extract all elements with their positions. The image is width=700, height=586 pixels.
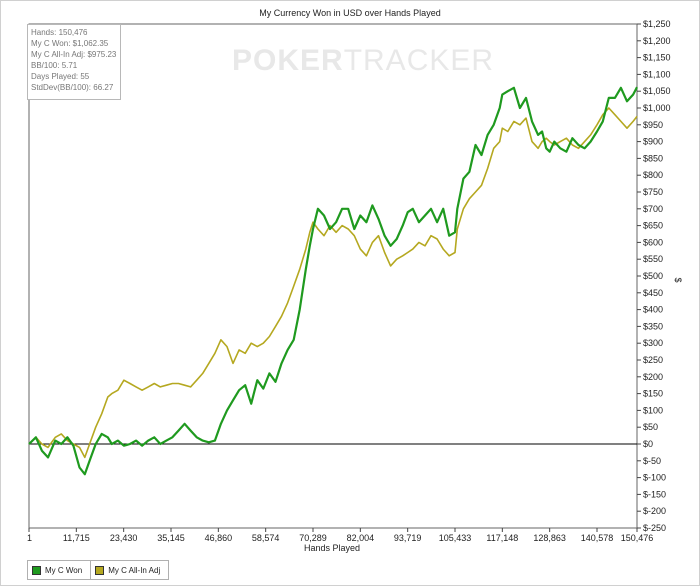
x-tick-label: 70,289	[299, 533, 327, 543]
y-tick-label: $700	[643, 204, 663, 214]
y-tick-label: $650	[643, 221, 663, 231]
pokertracker-watermark: POKERTRACKER	[232, 44, 494, 78]
y-tick-label: $250	[643, 355, 663, 365]
stat-allin-adj: My C All-In Adj: $975.23	[31, 50, 117, 59]
x-tick-label: 117,148	[486, 533, 518, 543]
y-tick-label: $850	[643, 153, 663, 163]
y-tick-label: $100	[643, 405, 663, 415]
legend-swatch-won	[32, 565, 41, 575]
y-tick-label: $-150	[643, 489, 666, 499]
y-tick-label: $50	[643, 422, 658, 432]
series-line-my-c-won	[28, 86, 638, 476]
y-tick-label: $400	[643, 305, 663, 315]
y-tick-label: $500	[643, 271, 663, 281]
y-axis-label: $	[673, 277, 683, 282]
legend-label-allin-adj: My C All-In Adj	[108, 565, 161, 575]
legend-item-allin-adj[interactable]: My C All-In Adj	[90, 561, 168, 579]
y-tick-label: $1,200	[643, 36, 671, 46]
watermark-brand: POKER	[232, 44, 344, 77]
stat-stddev: StdDev(BB/100): 66.27	[31, 83, 114, 92]
x-tick-label: 150,476	[621, 533, 654, 543]
x-tick-label: 105,433	[439, 533, 472, 543]
y-tick-label: $-200	[643, 506, 666, 516]
y-tick-label: $1,000	[643, 103, 671, 113]
legend-item-won[interactable]: My C Won	[28, 561, 90, 579]
stats-box: Hands: 150,476 My C Won: $1,062.35 My C …	[27, 24, 121, 100]
y-tick-label: $0	[643, 439, 653, 449]
x-tick-label: 128,863	[533, 533, 566, 543]
chart-title: My Currency Won in USD over Hands Played	[259, 8, 440, 18]
plot-area: $-250 $-200 $-150 $-100 $-50 $0 $50 $100 $150 $20…	[27, 19, 671, 543]
y-tick-label: $450	[643, 288, 663, 298]
y-tick-label: $-100	[643, 473, 666, 483]
y-tick-label: $-50	[643, 456, 661, 466]
legend-swatch-allin-adj	[95, 565, 105, 575]
y-tick-label: $600	[643, 237, 663, 247]
y-tick-label: $950	[643, 120, 663, 130]
legend-label-won: My C Won	[45, 565, 83, 575]
x-tick-label: 11,715	[63, 533, 90, 543]
x-tick-label: 93,719	[394, 533, 422, 543]
stat-won: My C Won: $1,062.35	[31, 39, 109, 48]
stat-hands: Hands: 150,476	[31, 28, 88, 37]
y-tick-label: $550	[643, 254, 663, 264]
series-line-my-c-all-in-adj	[28, 107, 638, 459]
y-tick-label: $900	[643, 137, 663, 147]
y-tick-label: $300	[643, 338, 663, 348]
y-tick-label: $1,050	[643, 86, 671, 96]
y-tick-label: $1,250	[643, 19, 671, 29]
stat-bb100: BB/100: 5.71	[31, 61, 78, 70]
y-tick-label: $750	[643, 187, 663, 197]
y-tick-label: $350	[643, 321, 663, 331]
watermark-brand-suffix: TRACKER	[343, 44, 495, 77]
x-tick-label: 82,004	[347, 533, 375, 543]
x-tick-label: 1	[27, 533, 32, 543]
x-tick-label: 140,578	[581, 533, 614, 543]
x-tick-label: 35,145	[157, 533, 185, 543]
x-tick-label: 23,430	[110, 533, 138, 543]
y-tick-label: $1,100	[643, 69, 671, 79]
y-tick-label: $800	[643, 170, 663, 180]
y-tick-label: $-250	[643, 523, 666, 533]
stat-days-played: Days Played: 55	[31, 72, 90, 81]
y-tick-label: $1,150	[643, 53, 671, 63]
x-axis-label: Hands Played	[304, 543, 360, 553]
x-tick-label: 46,860	[205, 533, 233, 543]
chart-legend: My C Won My C All-In Adj	[27, 560, 170, 580]
y-tick-label: $150	[643, 389, 663, 399]
x-tick-label: 58,574	[252, 533, 280, 543]
y-tick-label: $200	[643, 372, 663, 382]
